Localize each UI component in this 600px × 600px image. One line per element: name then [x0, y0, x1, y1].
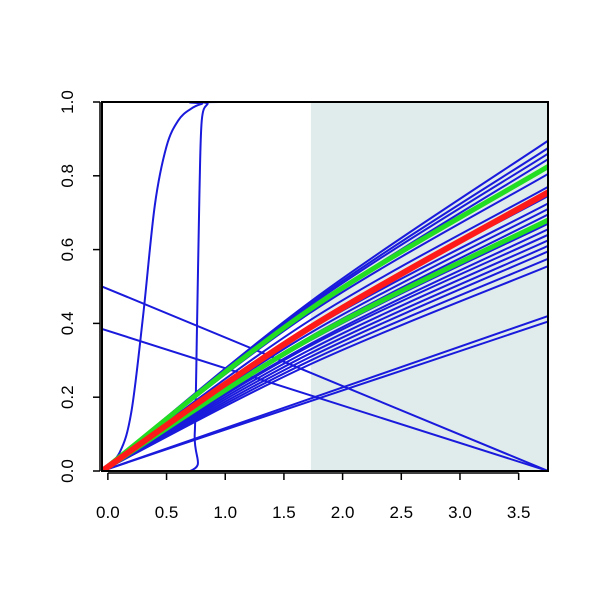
- y-tick-label: 0.4: [58, 312, 77, 336]
- series-line-blue-1: [102, 102, 548, 471]
- y-tick-label: 0.8: [58, 164, 77, 188]
- series-line-blue-0: [102, 102, 548, 471]
- series-line-red-26: [102, 189, 548, 471]
- series-layer: [102, 102, 548, 471]
- y-tick-label: 1.0: [58, 90, 77, 114]
- x-tick-label: 1.0: [213, 503, 237, 522]
- y-tick-label: 0.0: [58, 459, 77, 483]
- x-tick-label: 3.5: [507, 503, 531, 522]
- series-line-blue-2: [102, 285, 548, 471]
- x-tick-label: 2.5: [389, 503, 413, 522]
- y-tick-label: 0.6: [58, 238, 77, 262]
- series-line-blue-3: [102, 327, 548, 471]
- series-line-blue-23: [102, 265, 548, 471]
- x-tick-label: 3.0: [448, 503, 472, 522]
- x-tick-label: 1.5: [272, 503, 296, 522]
- x-tick-label: 2.0: [331, 503, 355, 522]
- x-axis: 0.0 0.5 1.0 1.5 2.0 2.5 3.0 3.5: [96, 472, 531, 522]
- y-axis: 0.0 0.2 0.4 0.6 0.8 1.0: [58, 90, 101, 483]
- y-tick-label: 0.2: [58, 385, 77, 409]
- x-tick-label: 0.5: [155, 503, 179, 522]
- series-line-blue-5: [102, 320, 548, 471]
- series-line-green-24: [102, 164, 548, 471]
- x-tick-label: 0.0: [96, 503, 120, 522]
- plot-frame: [101, 101, 549, 472]
